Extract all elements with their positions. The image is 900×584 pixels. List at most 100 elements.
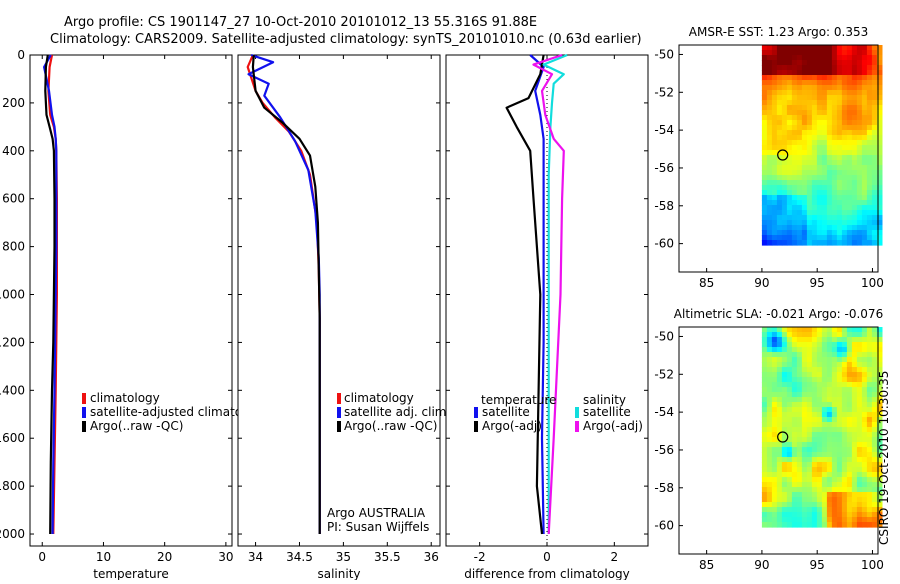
sla-map-field-cell	[766, 377, 773, 383]
sla-map-field-cell	[831, 512, 838, 518]
sst-map-field-cell	[796, 85, 803, 91]
sla-map-field-cell	[866, 507, 873, 513]
sst-map-field-cell	[791, 145, 798, 151]
sla-map-field-cell	[806, 347, 813, 353]
sst-map-field-cell	[766, 55, 773, 61]
sst-map-field-cell	[801, 115, 808, 121]
difference-xtick-label: 0	[543, 550, 551, 564]
sst-map-field-cell	[851, 170, 858, 176]
sst-map-field-cell	[871, 160, 878, 166]
sst-map-field-cell	[806, 225, 813, 231]
sla-map-field-cell	[816, 337, 823, 343]
sst-map-field-cell	[761, 145, 768, 151]
sla-map-field-cell	[786, 362, 793, 368]
sla-map-field-cell	[841, 472, 848, 478]
sst-map-field-cell	[761, 60, 768, 66]
sla-map-field-cell	[776, 462, 783, 468]
sst-map-field-cell	[791, 210, 798, 216]
sla-map-field-cell	[861, 472, 868, 478]
sla-map-field-cell	[861, 437, 868, 443]
sst-map-field-cell	[761, 85, 768, 91]
sla-map-field-cell	[856, 472, 863, 478]
sla-map-field-cell	[786, 327, 793, 333]
sla-map-field-cell	[876, 392, 883, 398]
sst-map-field-cell	[871, 125, 878, 131]
sla-map-field-cell	[876, 512, 883, 518]
sst-map-field-cell	[876, 135, 883, 141]
sla-map-field-cell	[811, 352, 818, 358]
sla-map-field-cell	[866, 457, 873, 463]
sst-map-field-cell	[856, 70, 863, 76]
sla-map-field-cell	[811, 472, 818, 478]
sla-map-field-cell	[866, 497, 873, 503]
sst-map-field-cell	[771, 165, 778, 171]
sla-map-field-cell	[866, 482, 873, 488]
sla-map-field-cell	[801, 392, 808, 398]
sla-map-field-cell	[776, 487, 783, 493]
sla-map-field-cell	[846, 462, 853, 468]
sst-map-field-cell	[851, 85, 858, 91]
sst-map-field-cell	[836, 65, 843, 71]
sla-map-field-cell	[781, 372, 788, 378]
sst-map-field-cell	[796, 55, 803, 61]
sst-map-field-cell	[791, 225, 798, 231]
sla-map-field-cell	[816, 382, 823, 388]
salinity-panel: 34 34.5 35 35.5 36salinityclimatologysatelli…	[237, 53, 450, 581]
sst-map-field-cell	[851, 235, 858, 241]
sst-map-ytick-label: -58	[654, 199, 674, 213]
sla-map-field-cell	[791, 407, 798, 413]
sst-map-field-cell	[776, 105, 783, 111]
sst-map-field-cell	[786, 230, 793, 236]
sla-map-field-cell	[861, 457, 868, 463]
difference-legend-label: satellite	[583, 405, 631, 419]
sla-map-field-cell	[856, 412, 863, 418]
sla-map-field-cell	[791, 422, 798, 428]
sla-map-field-cell	[821, 437, 828, 443]
sst-map-field-cell	[761, 135, 768, 141]
sst-map-field-cell	[791, 130, 798, 136]
sst-map-field-cell	[851, 180, 858, 186]
sst-map-field-cell	[776, 85, 783, 91]
sst-map-field-cell	[806, 105, 813, 111]
sst-map-field-cell	[801, 175, 808, 181]
sla-map-field-cell	[781, 422, 788, 428]
sst-map-field-cell	[866, 85, 873, 91]
sla-map-field-cell	[866, 442, 873, 448]
sla-map-field-cell	[871, 412, 878, 418]
sla-map-field-cell	[861, 447, 868, 453]
sst-map-field-cell	[796, 145, 803, 151]
sla-map-field-cell	[771, 482, 778, 488]
sla-map-field-cell	[851, 432, 858, 438]
difference-legend-swatch	[575, 407, 579, 418]
sst-map-field-cell	[866, 125, 873, 131]
sla-map-field-cell	[811, 407, 818, 413]
sla-map-field-cell	[776, 492, 783, 498]
sla-map-field-cell	[786, 442, 793, 448]
sla-map-field-cell	[811, 392, 818, 398]
sla-map-field-cell	[796, 512, 803, 518]
sst-map-field-cell	[796, 100, 803, 106]
sla-map-field-cell	[781, 487, 788, 493]
sst-map-field-cell	[836, 165, 843, 171]
sst-map-field-cell	[856, 130, 863, 136]
sla-map-field-cell	[801, 462, 808, 468]
sst-map-field-cell	[851, 200, 858, 206]
sst-map-field-cell	[861, 140, 868, 146]
sla-map-field-cell	[876, 397, 883, 403]
sst-map-field-cell	[801, 210, 808, 216]
sla-map-field-cell	[876, 482, 883, 488]
sst-map-field-cell	[771, 160, 778, 166]
sst-map-field-cell	[871, 110, 878, 116]
sla-map-field-cell	[791, 352, 798, 358]
sla-map-field-cell	[781, 482, 788, 488]
sla-map-field-cell	[761, 457, 768, 463]
sla-map-field-cell	[801, 327, 808, 333]
sst-map-field-cell	[796, 220, 803, 226]
sla-map-field-cell	[761, 512, 768, 518]
sst-map-field-cell	[761, 70, 768, 76]
sla-map-field-cell	[846, 457, 853, 463]
sla-map-field-cell	[856, 507, 863, 513]
sla-map-field-cell	[836, 407, 843, 413]
sst-map-field-cell	[816, 185, 823, 191]
sst-map-field-cell	[811, 180, 818, 186]
